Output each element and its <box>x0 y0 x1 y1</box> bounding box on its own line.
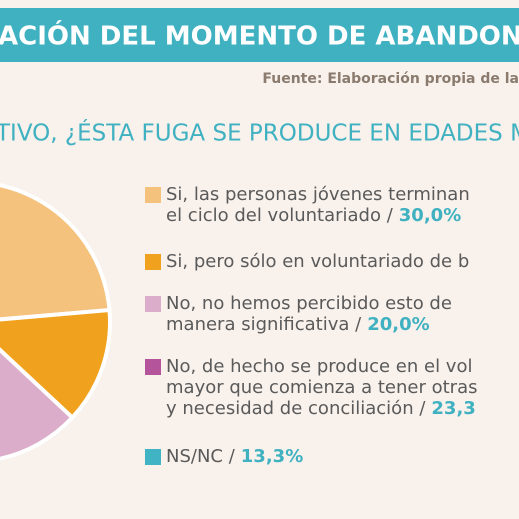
value-label: 30,0% <box>399 205 461 226</box>
source: Fuente: Elaboración propia de la <box>262 71 519 87</box>
legend-swatch <box>145 359 161 375</box>
legend-label: y necesidad de conciliación / <box>166 398 426 419</box>
value-label: 13,3% <box>241 446 303 467</box>
legend-label: NS/NC / <box>166 446 236 467</box>
legend-text: NS/NC /13,3% <box>166 446 303 467</box>
pie-slice <box>0 347 76 461</box>
subtitle: TIVO, ¿ÉSTA FUGA SE PRODUCE EN EDADES M <box>0 119 519 147</box>
legend-text: No, no hemos percibido esto de <box>166 293 452 314</box>
legend-label: mayor que comienza a tener otras <box>166 377 477 398</box>
legend-text: Si, pero sólo en voluntariado de b <box>166 251 469 272</box>
value-label: 20,0% <box>367 314 429 335</box>
legend-label: manera significativa / <box>166 314 362 335</box>
legend-text: No, de hecho se produce en el vol <box>166 356 472 377</box>
legend-text: el ciclo del voluntariado /30,0% <box>166 205 461 226</box>
legend-label: No, no hemos percibido esto de <box>166 293 452 314</box>
legend-label: el ciclo del voluntariado / <box>166 205 394 226</box>
pie-slice <box>0 183 112 322</box>
legend-swatch <box>145 254 161 270</box>
legend-swatch <box>145 449 161 465</box>
value-label: 23,3 <box>431 398 475 419</box>
pie-slice <box>0 307 112 421</box>
chart-title: ACIÓN DEL MOMENTO DE ABANDONO <box>0 20 519 52</box>
legend-text: mayor que comienza a tener otras <box>166 377 477 398</box>
legend-label: Si, las personas jóvenes terminan <box>166 184 470 205</box>
header-band <box>0 8 519 62</box>
legend-swatch <box>145 187 161 203</box>
legend-text: y necesidad de conciliación /23,3 <box>166 398 476 419</box>
legend-text: manera significativa /20,0% <box>166 314 430 335</box>
legend-text: Si, las personas jóvenes terminan <box>166 184 470 205</box>
pie <box>0 183 112 461</box>
legend-label: Si, pero sólo en voluntariado de b <box>166 251 469 272</box>
legend-label: No, de hecho se produce en el vol <box>166 356 472 377</box>
legend-swatch <box>145 296 161 312</box>
